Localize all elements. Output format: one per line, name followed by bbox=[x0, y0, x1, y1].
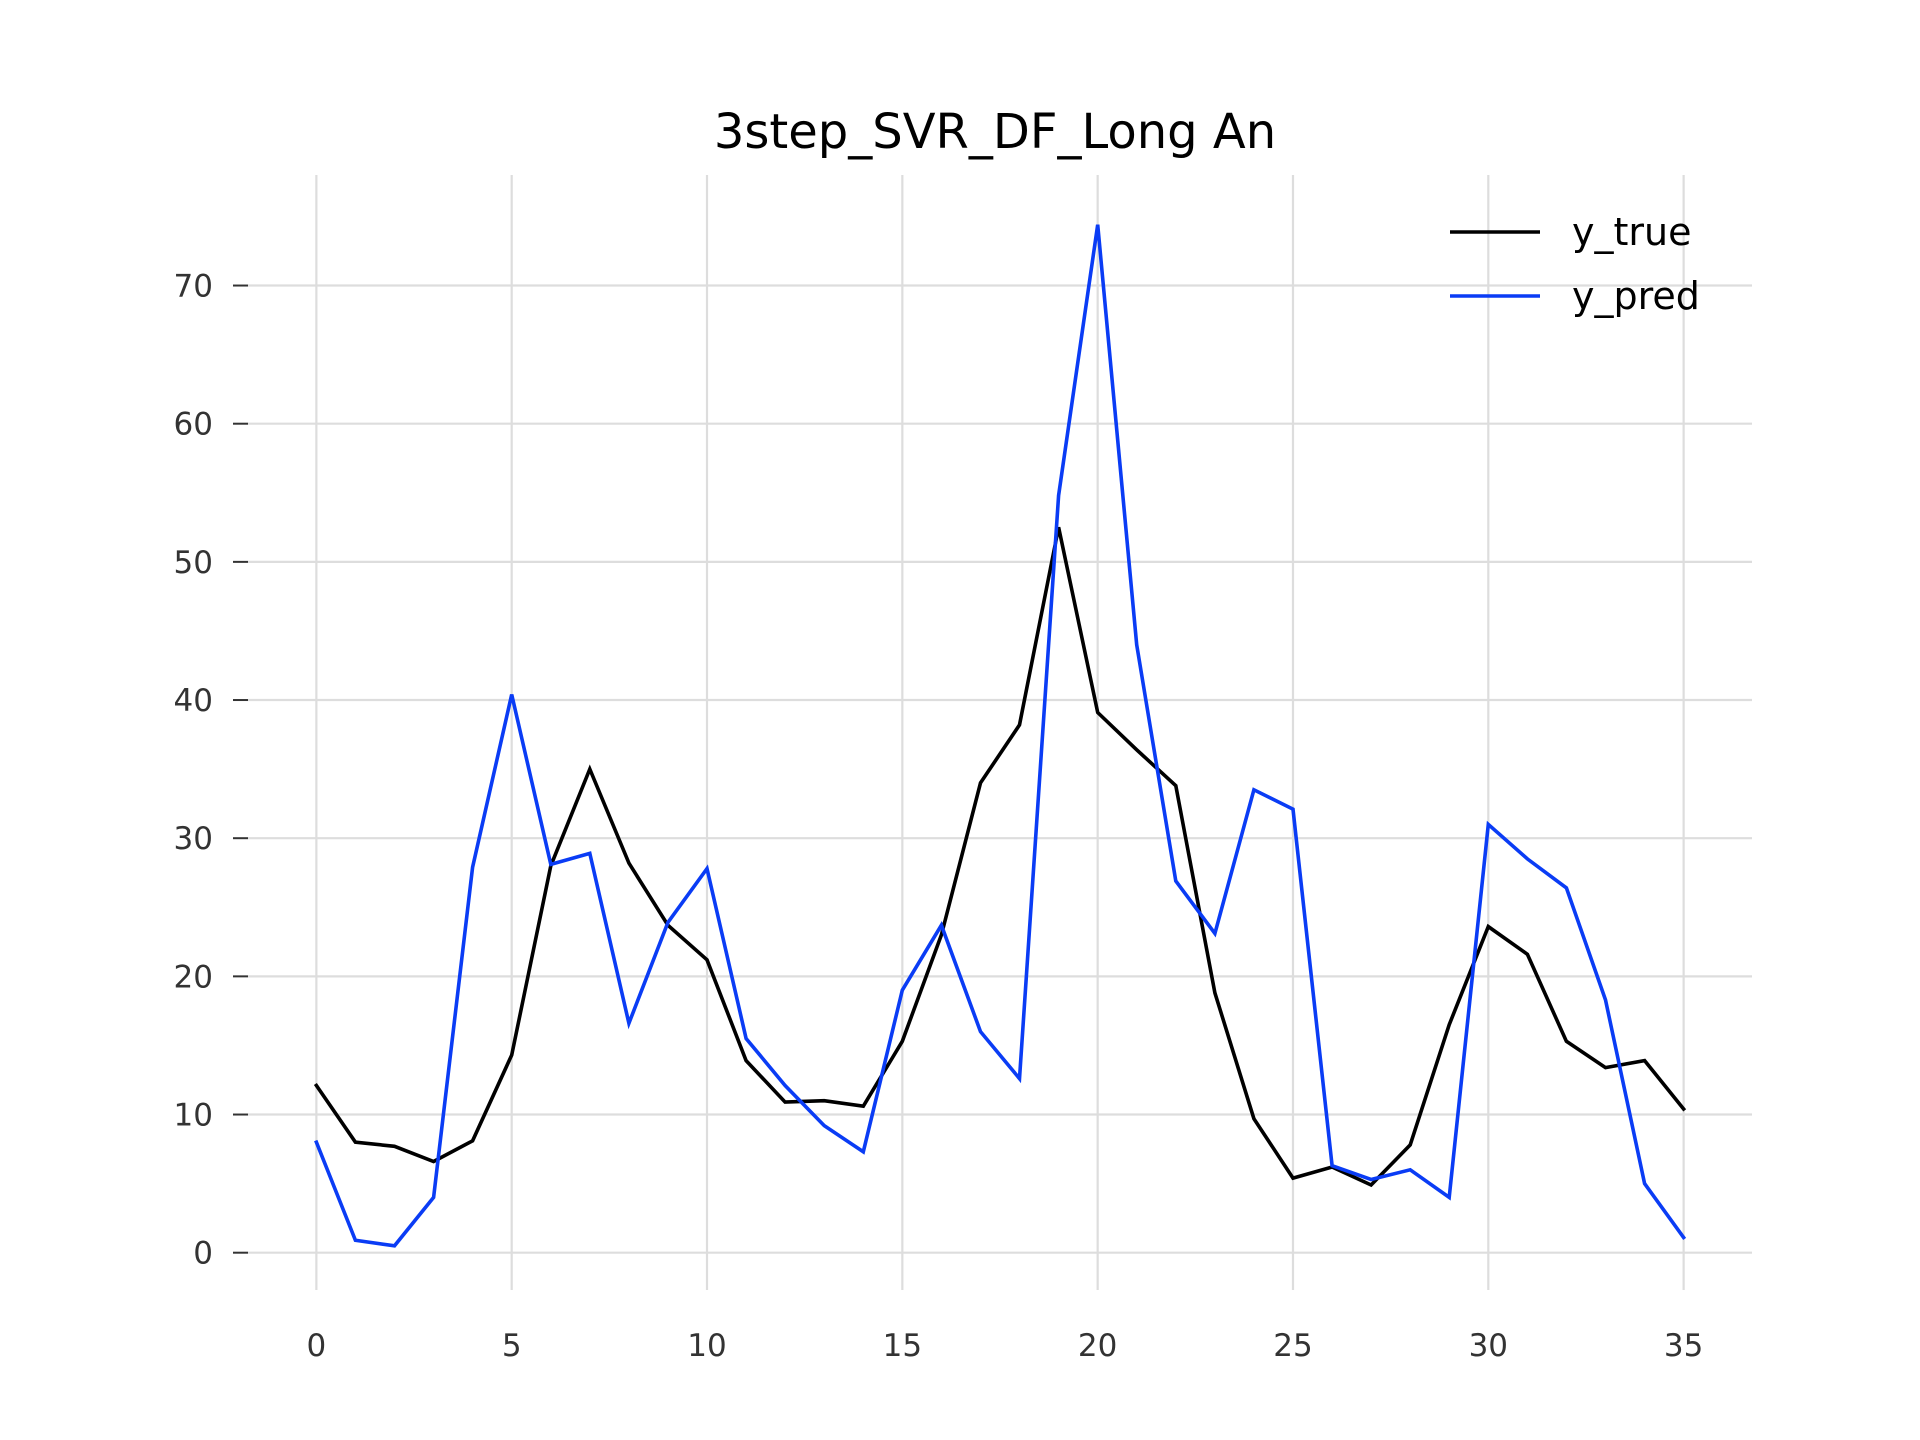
y-tick-label: 70 bbox=[174, 269, 213, 305]
x-tick-label: 5 bbox=[502, 1328, 522, 1364]
legend-label-y-true: y_true bbox=[1572, 210, 1691, 254]
x-tick-label: 20 bbox=[1078, 1328, 1117, 1364]
series-line-y-true bbox=[313, 526, 1687, 1188]
grid-lines bbox=[248, 175, 1752, 1290]
chart-title: 3step_SVR_DF_Long An bbox=[714, 104, 1276, 160]
plot-series bbox=[313, 224, 1687, 1248]
x-tick-label: 25 bbox=[1273, 1328, 1312, 1364]
x-tick-label: 0 bbox=[306, 1328, 326, 1364]
legend: y_true y_pred bbox=[1450, 210, 1700, 318]
x-tick-label: 30 bbox=[1469, 1328, 1508, 1364]
y-tick-label: 40 bbox=[174, 683, 213, 719]
y-tick-label: 30 bbox=[174, 821, 213, 857]
y-tick-label: 20 bbox=[174, 959, 213, 995]
y-tick-label: 10 bbox=[174, 1098, 213, 1134]
series-line-y-pred bbox=[314, 224, 1687, 1248]
x-tick-label: 35 bbox=[1664, 1328, 1703, 1364]
y-tick-label: 50 bbox=[174, 545, 213, 581]
legend-label-y-pred: y_pred bbox=[1572, 274, 1700, 318]
axes: 0 5 10 15 20 25 30 35 0 10 20 30 40 50 60 70 bbox=[174, 269, 1704, 1364]
x-tick-label: 15 bbox=[883, 1328, 922, 1364]
y-tick-label: 60 bbox=[174, 407, 213, 443]
x-tick-label: 10 bbox=[687, 1328, 726, 1364]
y-tick-label: 0 bbox=[193, 1236, 213, 1272]
